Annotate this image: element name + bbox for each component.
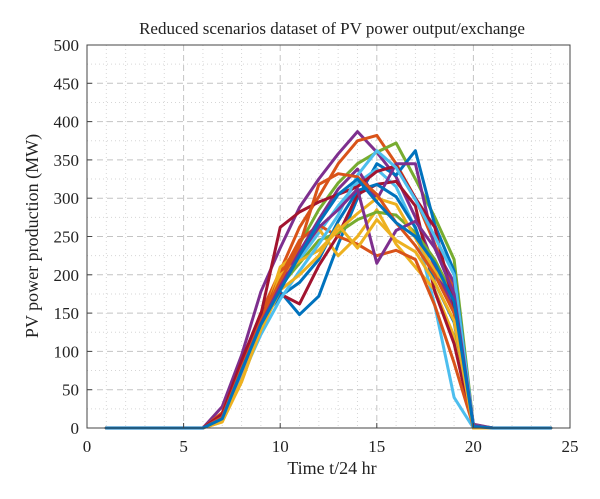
y-tick-label: 200 — [54, 266, 80, 285]
x-tick-label: 25 — [562, 437, 579, 456]
y-axis-label: PV power production (MW) — [22, 134, 43, 338]
y-tick-label: 100 — [54, 342, 80, 361]
series-line-4 — [104, 149, 553, 430]
x-axis-label: Time t/24 hr — [287, 458, 376, 478]
y-tick-label: 250 — [54, 228, 80, 247]
y-tick-label: 150 — [54, 304, 80, 323]
y-tick-label: 300 — [54, 189, 80, 208]
y-tick-label: 450 — [54, 74, 80, 93]
series-line-8 — [104, 223, 553, 430]
series-lines — [104, 130, 553, 430]
y-tick-label: 500 — [54, 36, 80, 55]
x-tick-label: 20 — [465, 437, 482, 456]
x-tick-label: 15 — [368, 437, 385, 456]
x-tick-label: 0 — [83, 437, 92, 456]
series-line-3 — [104, 141, 553, 430]
x-tick-label: 5 — [179, 437, 188, 456]
series-line-18 — [104, 177, 553, 430]
series-line-9 — [104, 162, 553, 430]
series-line-16 — [104, 187, 553, 430]
y-tick-label: 50 — [62, 381, 79, 400]
y-tick-label: 350 — [54, 151, 80, 170]
x-tick-label: 10 — [272, 437, 289, 456]
series-line-1 — [104, 130, 553, 430]
chart-title: Reduced scenarios dataset of PV power ou… — [139, 19, 525, 38]
y-tick-label: 0 — [71, 419, 80, 438]
y-tick-label: 400 — [54, 113, 80, 132]
series-line-14 — [104, 149, 553, 430]
